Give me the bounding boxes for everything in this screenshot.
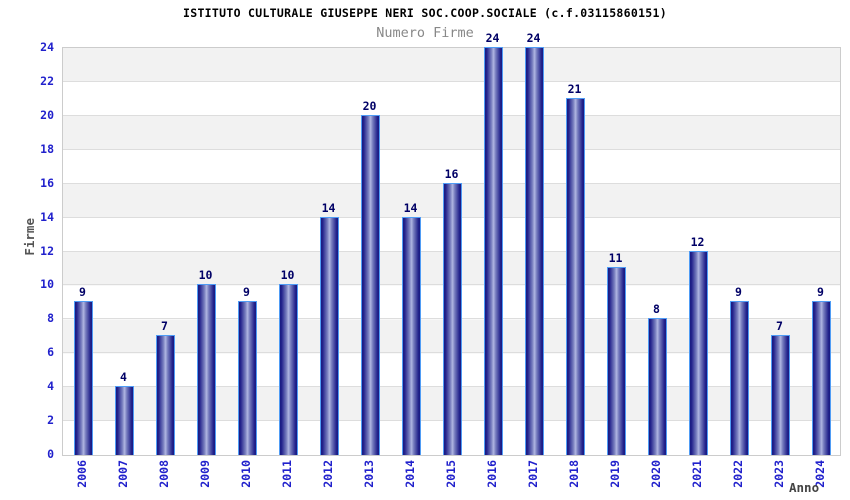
bar-value-label: 9 xyxy=(79,285,86,300)
y-axis-title: Firme xyxy=(22,218,37,256)
bar-2020 xyxy=(648,318,667,455)
y-tick-label: 22 xyxy=(40,73,54,88)
bar-2018 xyxy=(566,97,585,455)
bar-value-label: 9 xyxy=(243,285,250,300)
bar-value-label: 11 xyxy=(608,251,623,266)
x-tick-label: 2010 xyxy=(238,460,253,488)
x-tick-label: 2009 xyxy=(197,460,212,488)
bar-value-label: 12 xyxy=(690,234,705,249)
y-tick-label: 18 xyxy=(40,141,54,156)
y-tick-label: 10 xyxy=(40,277,54,292)
bar-2023 xyxy=(771,335,790,455)
bar-value-label: 7 xyxy=(776,319,783,334)
bar-value-label: 7 xyxy=(161,319,168,334)
bar-value-label: 21 xyxy=(567,81,582,96)
bar-value-label: 8 xyxy=(653,302,660,317)
chart-subtitle: Numero Firme xyxy=(376,25,474,41)
bar-2015 xyxy=(443,182,462,455)
x-tick-label: 2007 xyxy=(115,460,130,488)
x-tick-label: 2014 xyxy=(402,460,417,488)
bar-value-label: 14 xyxy=(403,200,418,215)
bar-2012 xyxy=(320,216,339,455)
x-tick-label: 2018 xyxy=(566,460,581,488)
chart-title: ISTITUTO CULTURALE GIUSEPPE NERI SOC.COO… xyxy=(183,6,667,20)
x-tick-label: 2020 xyxy=(648,460,663,488)
plot-area xyxy=(62,47,841,456)
x-tick-label: 2019 xyxy=(607,460,622,488)
x-tick-label: 2023 xyxy=(771,460,786,488)
bar-value-label: 16 xyxy=(444,166,459,181)
bar-2014 xyxy=(402,216,421,455)
y-tick-label: 12 xyxy=(40,243,54,258)
x-tick-label: 2017 xyxy=(525,460,540,488)
bar-value-label: 9 xyxy=(735,285,742,300)
bar-value-label: 9 xyxy=(817,285,824,300)
bar-2006 xyxy=(74,301,93,455)
bar-2008 xyxy=(156,335,175,455)
bar-2011 xyxy=(279,284,298,455)
bar-2021 xyxy=(689,250,708,455)
gridline xyxy=(63,114,840,116)
y-tick-label: 20 xyxy=(40,107,54,122)
x-axis-title: Anno xyxy=(789,480,820,495)
bar-2013 xyxy=(361,114,380,455)
x-tick-label: 2013 xyxy=(361,460,376,488)
y-tick-label: 6 xyxy=(47,345,54,360)
bar-value-label: 24 xyxy=(485,31,500,45)
bar-2016 xyxy=(484,47,503,455)
y-tick-label: 8 xyxy=(47,311,54,326)
y-tick-label: 4 xyxy=(47,379,54,394)
gridline xyxy=(63,80,840,82)
y-tick-label: 16 xyxy=(40,175,54,190)
x-tick-label: 2012 xyxy=(320,460,335,488)
x-tick-label: 2016 xyxy=(484,460,499,488)
x-tick-label: 2015 xyxy=(443,460,458,488)
bar-2019 xyxy=(607,267,626,455)
bar-value-label: 24 xyxy=(526,31,541,45)
y-tick-label: 24 xyxy=(40,40,54,54)
bar-value-label: 4 xyxy=(120,370,127,385)
x-tick-label: 2011 xyxy=(279,460,294,488)
y-tick-label: 2 xyxy=(47,413,54,428)
y-tick-label: 0 xyxy=(47,447,54,461)
bar-value-label: 10 xyxy=(280,268,295,283)
y-tick-label: 14 xyxy=(40,209,54,224)
bar-value-label: 14 xyxy=(321,200,336,215)
x-tick-label: 2008 xyxy=(156,460,171,488)
bar-value-label: 10 xyxy=(198,268,213,283)
x-tick-label: 2021 xyxy=(689,460,704,488)
x-tick-label: 2022 xyxy=(730,460,745,488)
bar-value-label: 20 xyxy=(362,98,377,113)
bar-2009 xyxy=(197,284,216,455)
bar-2022 xyxy=(730,301,749,455)
bar-2017 xyxy=(525,47,544,455)
x-tick-label: 2006 xyxy=(74,460,89,488)
gridline xyxy=(63,148,840,150)
bar-2010 xyxy=(238,301,257,455)
bar-2007 xyxy=(115,386,134,455)
bar-2024 xyxy=(812,301,831,455)
